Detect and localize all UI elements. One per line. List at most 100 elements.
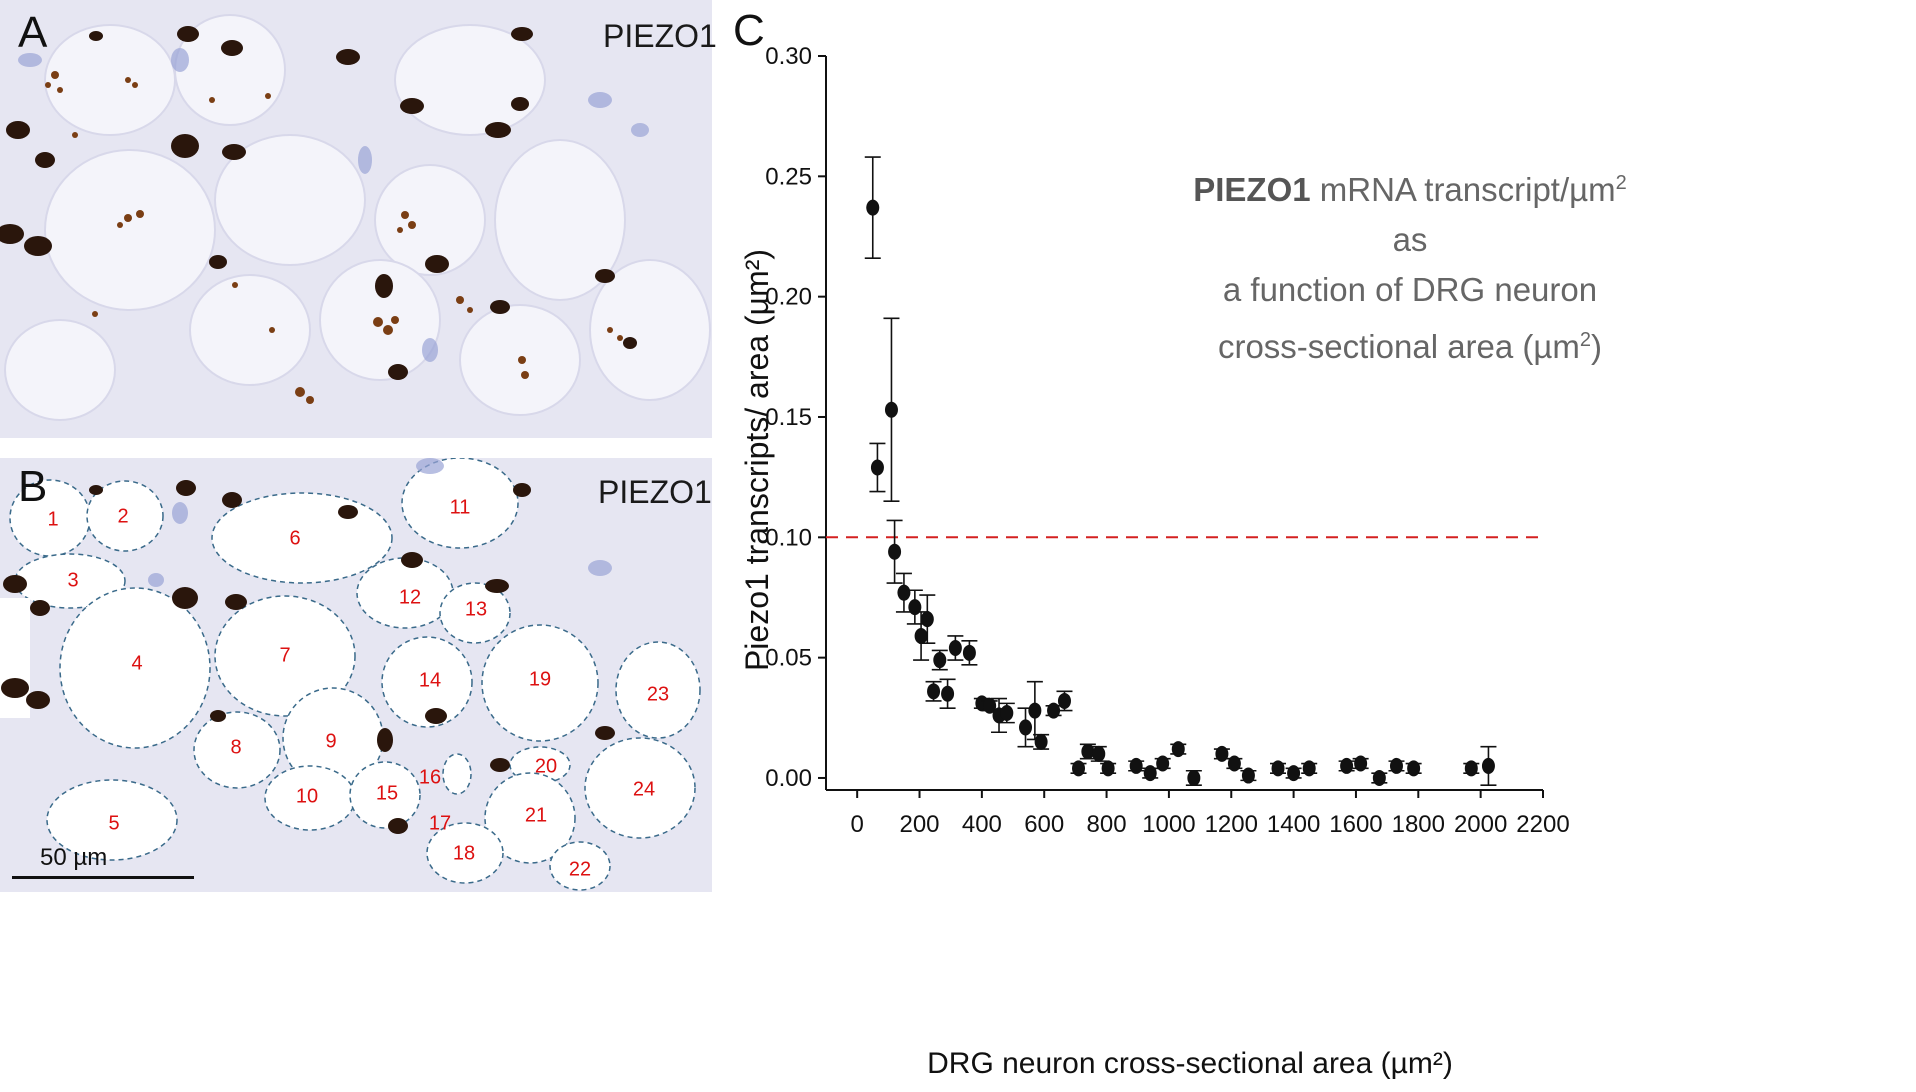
cell-number: 4 [131, 652, 143, 675]
cell-number: 9 [325, 730, 337, 753]
data-point [914, 627, 928, 644]
caption-line1-end: as [1392, 221, 1428, 258]
data-point [1047, 702, 1061, 719]
scatter-chart: 0.00 0.05 0.10 0.15 0.20 0.25 0.30 0 200 400 600 80… [739, 43, 1570, 1080]
panel-a-label: A [18, 8, 48, 57]
data-point [1372, 769, 1386, 786]
data-point [1389, 757, 1403, 774]
x-tick-label: 2200 [1516, 811, 1569, 838]
panel-a-micrograph [0, 0, 712, 438]
x-tick-label: 200 [899, 811, 939, 838]
data-point [1129, 757, 1143, 774]
scale-bar [12, 876, 194, 879]
data-point [1187, 769, 1201, 786]
data-point [933, 652, 947, 669]
x-tick-label: 1200 [1205, 811, 1258, 838]
scale-bar-label: 50 µm [40, 844, 108, 871]
data-point [866, 199, 880, 216]
cell-number: 13 [464, 598, 488, 621]
data-point [1081, 743, 1095, 760]
data-point [1057, 692, 1071, 709]
data-point [1171, 741, 1185, 758]
caption-line2: a function of DRG neuron [1222, 271, 1598, 308]
data-point [888, 543, 902, 560]
cell-number: 14 [418, 669, 442, 692]
chart-caption: PIEZO1 mRNA transcript/µm2 as a function… [1190, 158, 1630, 372]
panel-b-label: B [18, 462, 48, 511]
cell-number: 2 [117, 505, 129, 528]
cell-number: 10 [295, 785, 319, 808]
cell-number: 11 [449, 496, 471, 519]
y-tick-label: 0.00 [765, 765, 812, 792]
caption-line3: cross-sectional area (µm [1217, 328, 1580, 365]
data-point [1464, 760, 1478, 777]
data-points [864, 156, 1497, 786]
data-point [1340, 757, 1354, 774]
x-tick-label: 2000 [1454, 811, 1507, 838]
cell-number: 24 [632, 778, 656, 801]
data-point [1271, 760, 1285, 777]
data-point [1302, 760, 1316, 777]
cell-number: 16 [418, 766, 442, 789]
data-point [870, 459, 884, 476]
data-point [1028, 702, 1042, 719]
data-point [1481, 757, 1495, 774]
y-tick-label: 0.20 [765, 284, 812, 311]
cell-number: 3 [67, 569, 79, 592]
data-point [1101, 760, 1115, 777]
cell-number: 5 [108, 812, 120, 835]
panel-b-micrograph [0, 458, 712, 892]
cell-number: 17 [428, 812, 452, 835]
x-tick-label: 800 [1087, 811, 1127, 838]
cell-number: 20 [534, 755, 558, 778]
data-point [983, 697, 997, 714]
x-tick-label: 600 [1024, 811, 1064, 838]
data-point [1143, 765, 1157, 782]
panel-b-marker: PIEZO1 [598, 474, 712, 510]
cell-number: 18 [452, 842, 476, 865]
y-axis-label: Piezo1 transcripts/ area (µm²) [739, 249, 775, 671]
cell-number: 12 [398, 586, 422, 609]
cell-number: 8 [230, 736, 242, 759]
x-tick-label: 400 [962, 811, 1002, 838]
data-point [1034, 733, 1048, 750]
x-tick-label: 0 [850, 811, 863, 838]
data-point [1019, 719, 1033, 736]
data-point [1000, 704, 1014, 721]
data-point [1156, 755, 1170, 772]
data-point [948, 640, 962, 657]
panel-c-label: C [733, 6, 765, 55]
x-tick-label: 1800 [1392, 811, 1445, 838]
data-point [1287, 765, 1301, 782]
cell-number: 7 [279, 644, 291, 667]
panel-a-marker: PIEZO1 [603, 18, 717, 54]
data-point [1354, 755, 1368, 772]
cell-number: 19 [528, 668, 552, 691]
y-tick-label: 0.15 [765, 404, 812, 431]
cell-number: 15 [375, 782, 399, 805]
x-tick-label: 1600 [1329, 811, 1382, 838]
data-point [927, 683, 941, 700]
cell-number: 6 [289, 527, 301, 550]
x-tick-label: 1000 [1142, 811, 1195, 838]
chart-axes: 0.00 0.05 0.10 0.15 0.20 0.25 0.30 0 200 400 600 80… [765, 43, 1569, 838]
caption-bold: PIEZO1 [1193, 171, 1311, 208]
cell-number: 21 [524, 804, 548, 827]
caption-line3-end: ) [1591, 328, 1603, 365]
cell-number: 1 [47, 508, 59, 531]
cell-number: 23 [646, 683, 670, 706]
data-point [941, 685, 955, 702]
caption-line1: mRNA transcript/µm [1310, 171, 1616, 208]
cell-number: 22 [568, 858, 592, 881]
caption-sup2: 2 [1579, 329, 1592, 351]
data-point [897, 584, 911, 601]
data-point [1241, 767, 1255, 784]
data-point [1215, 745, 1229, 762]
data-point [1407, 760, 1421, 777]
y-tick-label: 0.05 [765, 645, 812, 672]
data-point [920, 611, 934, 628]
caption-sup1: 2 [1615, 172, 1627, 194]
data-point [1072, 760, 1086, 777]
data-point [1227, 755, 1241, 772]
data-point [962, 644, 976, 661]
